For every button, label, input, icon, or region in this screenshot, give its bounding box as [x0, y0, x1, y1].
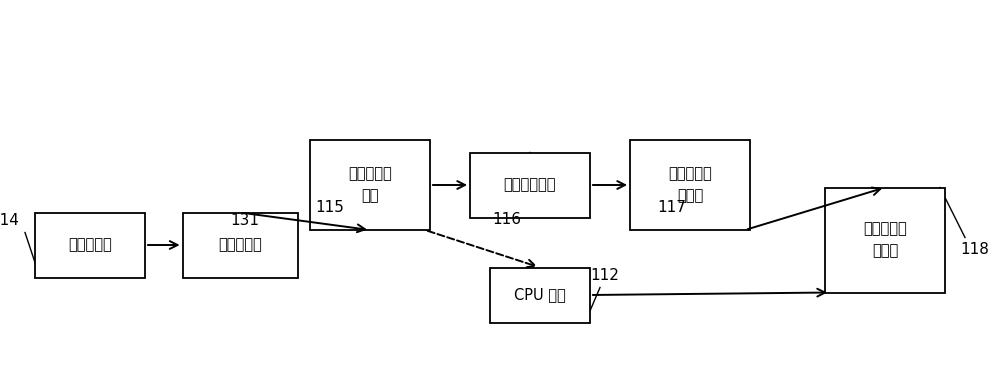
Text: 异频自整定
单元: 异频自整定 单元 [348, 166, 392, 204]
Bar [182, 212, 298, 277]
Text: CPU 模块: CPU 模块 [514, 288, 566, 303]
Bar [310, 140, 430, 230]
Text: 118: 118 [961, 242, 989, 257]
Text: 信号采集单元: 信号采集单元 [504, 177, 556, 192]
Text: 第二信号调
理单元: 第二信号调 理单元 [668, 166, 712, 204]
Text: 116: 116 [492, 212, 522, 227]
Bar [35, 212, 145, 277]
Bar [470, 153, 590, 218]
Text: 115: 115 [316, 200, 344, 215]
Text: 117: 117 [658, 200, 686, 215]
Text: 电压信号发
送模块: 电压信号发 送模块 [863, 222, 907, 258]
Bar [825, 188, 945, 292]
Text: 信号隔离器: 信号隔离器 [218, 238, 262, 253]
Text: 114: 114 [0, 213, 19, 228]
Text: 112: 112 [591, 268, 619, 283]
Text: 131: 131 [230, 213, 260, 228]
Bar [630, 140, 750, 230]
Bar [490, 268, 590, 323]
Text: 电压传感器: 电压传感器 [68, 238, 112, 253]
